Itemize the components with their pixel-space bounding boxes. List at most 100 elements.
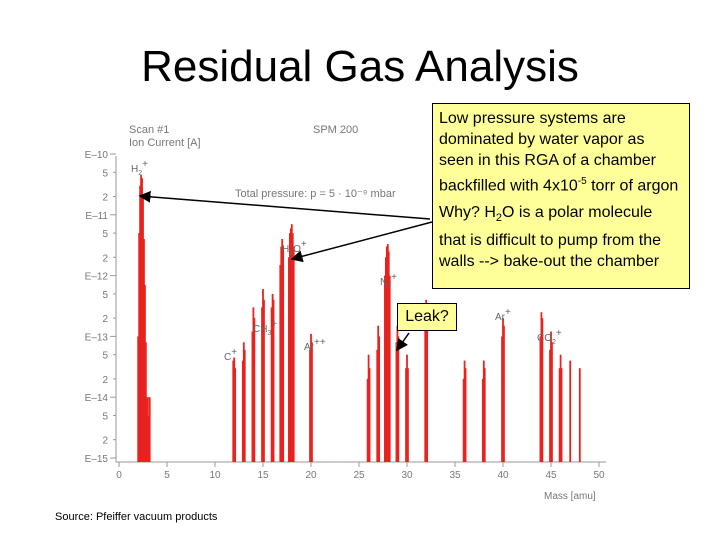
y-tick-label: E–11 [85, 211, 108, 222]
spectrum-bar [243, 349, 246, 462]
x-axis-label: Mass [amu] [544, 491, 596, 502]
peak-label-ch3: CH3+ [253, 319, 277, 337]
spectrum-bar [405, 368, 407, 462]
total-pressure-label: Total pressure: p = 5 · 10⁻⁹ mbar [235, 188, 396, 200]
arrow-to-h2o [290, 221, 433, 263]
y-tick-label: 2 [102, 314, 108, 325]
spectrum-bar [138, 233, 141, 462]
y-tick-label: 5 [102, 168, 108, 179]
spectrum-bar [385, 246, 388, 462]
y-tick-label: E–15 [85, 454, 109, 465]
spectrum-bar [292, 246, 295, 462]
y-tick-label: E–10 [85, 150, 109, 161]
y-axis-ticks: E–10 5 2 E–11 5 2 E–12 5 2 E–13 5 2 E–14 5 2 E–15 [85, 150, 116, 465]
peak-label-h2o: H2O+ [282, 239, 307, 257]
spectrum-bar [463, 360, 466, 462]
spectrum-bar [395, 342, 398, 462]
spectrum-bar [462, 378, 465, 462]
y-tick-label: 5 [102, 412, 108, 423]
spectrum-bar [241, 360, 244, 462]
leak-callout: Leak? [397, 303, 457, 331]
spectrum-bar [483, 368, 486, 462]
spectrum-bar [424, 318, 427, 462]
spectrum-bar [558, 368, 561, 462]
spectrum-bar [232, 360, 235, 462]
spectrum-bar [368, 368, 371, 462]
spectrum-bar [378, 336, 381, 462]
annotation-box: Low pressure systems are dominated by wa… [432, 103, 690, 289]
spectrum-bar [387, 251, 390, 462]
spectrum-bar [464, 368, 467, 462]
spectrum-bar [291, 233, 294, 462]
spectrum-bar [388, 275, 391, 462]
spectrum-bar [251, 331, 254, 462]
spectrum-bar [501, 336, 503, 462]
spectrum-bar [280, 246, 283, 462]
spectrum-bar [279, 264, 282, 462]
spectrum-bar [270, 307, 273, 462]
spectrum-bar [309, 349, 311, 462]
annotation-paragraph-2: Why? H2O is a polar molecule that is dif… [439, 204, 662, 270]
spectrum-bar [384, 275, 386, 462]
y-tick-label: 2 [102, 253, 108, 264]
spectrum-bar [289, 228, 292, 462]
spectrum-bar [253, 318, 256, 462]
spectrum-bar [482, 360, 485, 462]
spectrum-bar [148, 397, 151, 462]
y-tick-label: 5 [102, 351, 108, 362]
spectrum-bar [578, 368, 581, 462]
spectrum-bar [384, 257, 387, 462]
peak-label-ar2: Ar++ [304, 337, 326, 353]
peak-label-h2: H2+ [131, 159, 148, 177]
page-title: Residual Gas Analysis [141, 42, 579, 91]
bar-series [137, 175, 581, 463]
spectrum-bar [540, 312, 543, 462]
spectrum-bar [272, 299, 275, 462]
spectrum-bar [397, 336, 400, 462]
x-tick-label: 20 [305, 470, 317, 481]
spectrum-bar [406, 354, 408, 462]
spectrum-bar [310, 333, 312, 462]
spectrum-bar [242, 342, 245, 462]
spectrum-bar [425, 299, 428, 462]
spectrum-bar [549, 349, 551, 462]
spectrum-bar [502, 318, 504, 462]
y-tick-label: 5 [102, 229, 108, 240]
y-tick-label: 2 [102, 192, 108, 203]
spectrum-bar [147, 415, 150, 462]
spectrum-bar [262, 289, 264, 462]
y-tick-label: E–13 [85, 332, 109, 343]
x-tick-label: 0 [116, 470, 122, 481]
arrow-to-h2 [138, 190, 431, 220]
spectrum-bar [539, 336, 542, 462]
x-tick-label: 10 [209, 470, 221, 481]
x-tick-label: 40 [497, 470, 509, 481]
spectrum-bar [141, 178, 143, 462]
y-tick-label: 5 [102, 290, 108, 301]
peak-label-ar: Ar+ [495, 307, 511, 323]
peak-label-co2: CO2+ [537, 328, 562, 346]
spectrum-bar [290, 224, 293, 462]
source-caption: Source: Pfeiffer vacuum products [55, 511, 218, 523]
x-tick-label: 45 [545, 470, 557, 481]
spectrum-bar [426, 307, 429, 462]
spectrum-bar [139, 185, 142, 463]
x-axis-ticks: 0 5 10 15 20 25 30 35 40 45 50 [116, 462, 605, 481]
spectrum-bar [396, 325, 399, 462]
spectrum-bar [376, 349, 379, 462]
chart-header-model: SPM 200 [313, 124, 358, 136]
y-tick-label: 2 [102, 375, 108, 386]
spectrum-bar [311, 342, 313, 462]
chart-header-ylabel: Ion Current [A] [129, 137, 201, 149]
y-tick-label: E–12 [85, 272, 109, 283]
spectrum-bar [144, 285, 146, 462]
spectrum-bar [550, 331, 552, 462]
spectrum-bar [140, 175, 142, 462]
chart-header-scan: Scan #1 [129, 124, 169, 136]
spectrum-bar [281, 238, 284, 462]
spectrum-bar [481, 378, 484, 462]
spectrum-bar [559, 354, 562, 462]
spectrum-bar [143, 238, 145, 462]
spectrum-bar [407, 368, 409, 462]
